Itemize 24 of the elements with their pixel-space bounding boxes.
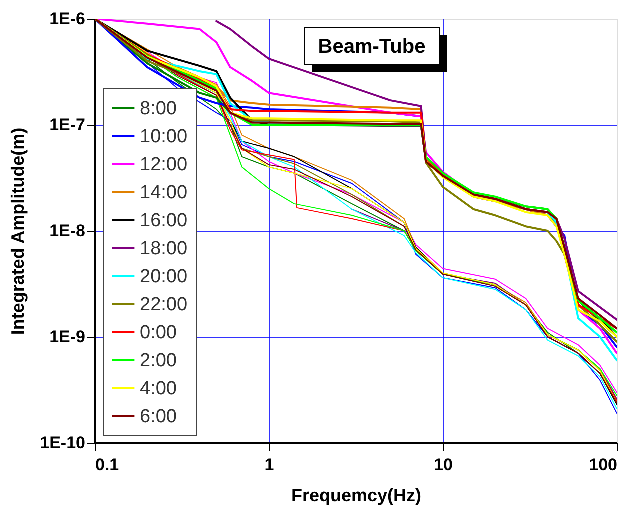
legend-label: 4:00 (140, 378, 177, 400)
y-tick-label: 1E-9 (50, 328, 86, 346)
legend-label: 8:00 (140, 98, 177, 120)
legend-label: 2:00 (140, 350, 177, 372)
y-tick-label: 1E-10 (40, 434, 86, 452)
legend-label: 18:00 (140, 238, 188, 260)
legend-label: 12:00 (140, 154, 188, 176)
legend-label: 0:00 (140, 322, 177, 344)
text: Beam-Tube (318, 36, 426, 58)
x-axis-title: Frequemcy(Hz) (291, 486, 422, 506)
x-tick-label: 0.1 (96, 456, 120, 474)
legend-label: 6:00 (140, 406, 177, 428)
y-tick-label: 1E-6 (50, 10, 86, 28)
legend-label: 22:00 (140, 294, 188, 316)
legend-label: 14:00 (140, 182, 188, 204)
legend-label: 10:00 (140, 126, 188, 148)
y-axis-title: Integrated Amplitude(m) (8, 128, 28, 336)
y-tick-label: 1E-7 (50, 116, 86, 134)
x-tick-label: 1 (264, 456, 274, 474)
y-tick-label: 1E-8 (50, 222, 86, 240)
x-tick-label: 100 (589, 456, 618, 474)
legend-label: 16:00 (140, 210, 188, 232)
legend-label: 20:00 (140, 266, 188, 288)
x-tick-label: 10 (434, 456, 453, 474)
